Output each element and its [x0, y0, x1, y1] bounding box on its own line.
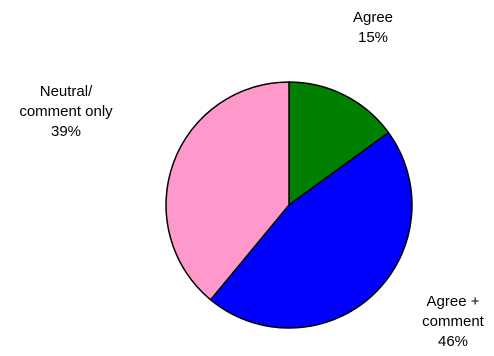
slice-pct-neutral: 39% [51, 123, 81, 140]
slice-label-agree-comment-line2: comment [422, 313, 485, 330]
pie-slice-neutral-comment-only [165, 81, 290, 301]
slice-pct-agree-comment: 46% [438, 333, 468, 350]
pie-slice-agree-comment [209, 131, 413, 329]
pie-slices [165, 81, 413, 329]
slice-label-agree: Agree [353, 9, 393, 26]
pie-slice-agree [288, 81, 390, 206]
slice-pct-agree: 15% [358, 29, 388, 46]
slice-label-agree-comment-line1: Agree + [427, 293, 480, 310]
slice-label-neutral-line1: Neutral/ [40, 83, 93, 100]
slice-label-neutral-line2: comment only [19, 103, 113, 120]
